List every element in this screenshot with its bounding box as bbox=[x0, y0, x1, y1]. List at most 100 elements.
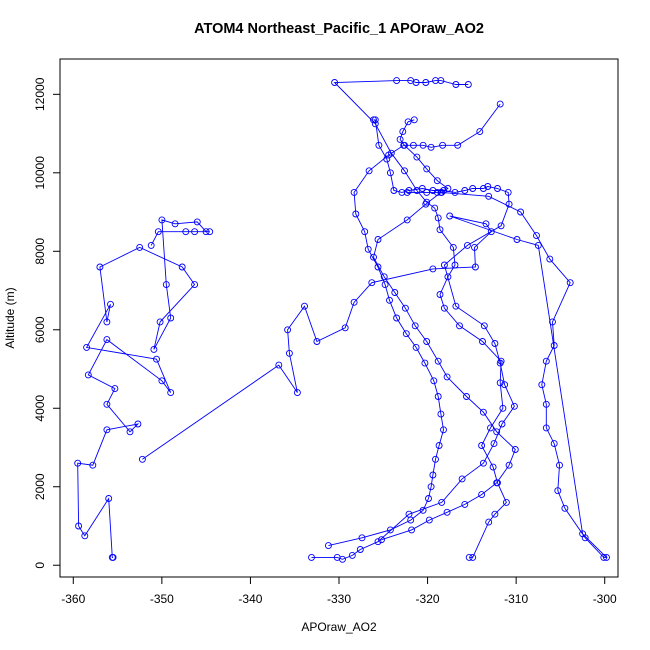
series-3-point bbox=[479, 185, 487, 192]
series-1-point bbox=[167, 314, 175, 322]
series-6-point bbox=[408, 526, 416, 534]
series-2-point bbox=[341, 324, 349, 332]
series-2-point bbox=[566, 279, 574, 287]
series-4-point bbox=[464, 81, 472, 88]
series-5-point bbox=[358, 534, 366, 542]
series-6-point bbox=[461, 500, 469, 508]
chart-title: ATOM4 Northeast_Pacific_1 APOraw_AO2 bbox=[194, 21, 484, 37]
series-3-point bbox=[510, 402, 518, 410]
series-2-point bbox=[550, 440, 558, 448]
series-3-point bbox=[479, 459, 487, 467]
series-5-point bbox=[365, 167, 373, 175]
series-6-point bbox=[380, 273, 388, 281]
series-2-point bbox=[533, 232, 540, 240]
series-5-point bbox=[324, 542, 332, 550]
series-1-point bbox=[182, 228, 190, 236]
series-2-point bbox=[542, 357, 550, 365]
series-2-point bbox=[556, 461, 563, 469]
series-6-point bbox=[423, 338, 431, 345]
series-6-point bbox=[422, 200, 430, 208]
series-1-point bbox=[191, 228, 199, 236]
series-4-point bbox=[401, 167, 408, 175]
series-6-point bbox=[411, 322, 419, 330]
series-1-point bbox=[103, 400, 111, 408]
series-2-point bbox=[313, 338, 321, 345]
series-5-point bbox=[409, 141, 417, 149]
series-4-point bbox=[451, 261, 459, 269]
series-5-point bbox=[432, 455, 439, 463]
series-2-point bbox=[600, 553, 608, 561]
series-4-point bbox=[422, 79, 430, 86]
x-tick-label: -340 bbox=[238, 592, 262, 606]
series-2-point bbox=[285, 349, 293, 357]
series-6-line bbox=[373, 119, 516, 541]
series-3-point bbox=[458, 475, 466, 483]
series-4-point bbox=[487, 424, 494, 432]
series-4-point bbox=[502, 498, 510, 506]
series-6-point bbox=[425, 516, 433, 524]
series-5-point bbox=[393, 314, 401, 322]
series-1-point bbox=[89, 461, 97, 469]
series-5-point bbox=[412, 343, 420, 351]
series-2-point bbox=[284, 326, 292, 334]
series-5-point bbox=[434, 393, 442, 400]
series-5-point bbox=[427, 143, 435, 151]
series-6-point bbox=[374, 236, 382, 243]
series-6-point bbox=[391, 289, 399, 296]
series-1-point bbox=[147, 241, 155, 249]
series-3-point bbox=[505, 200, 513, 208]
series-2-point bbox=[554, 487, 562, 495]
series-1-point bbox=[84, 371, 92, 379]
series-5-point bbox=[440, 426, 447, 434]
series-4-point bbox=[436, 226, 444, 234]
series-6-point bbox=[404, 118, 412, 126]
series-5-point bbox=[374, 263, 382, 271]
series-3-point bbox=[308, 553, 315, 561]
series-5-point bbox=[419, 141, 427, 149]
series-6-point bbox=[463, 393, 470, 400]
series-1-point bbox=[136, 243, 144, 251]
series-5-point bbox=[421, 359, 429, 367]
series-6-point bbox=[399, 128, 407, 136]
series-5-point bbox=[439, 141, 447, 149]
series-1-point bbox=[150, 345, 158, 353]
x-tick-label: -330 bbox=[327, 592, 351, 606]
series-5-point bbox=[361, 228, 369, 236]
series-1-point bbox=[75, 522, 83, 530]
series-5-point bbox=[381, 281, 389, 289]
series-2-point bbox=[293, 389, 301, 397]
series-4-point bbox=[465, 553, 473, 561]
series-3-point bbox=[497, 222, 505, 230]
series-2-point bbox=[542, 400, 550, 408]
series-3-point bbox=[463, 241, 471, 249]
series-3-point bbox=[371, 116, 379, 124]
series-6-point bbox=[401, 141, 408, 149]
series-1-point bbox=[193, 218, 201, 226]
series-2-point bbox=[517, 208, 525, 216]
y-axis: 0 2000 4000 6000 8000 10000 12000 bbox=[33, 77, 60, 569]
series-4-point bbox=[331, 79, 339, 86]
series-5-point bbox=[385, 151, 393, 159]
series-1-line bbox=[77, 219, 210, 558]
series-3-point bbox=[348, 551, 356, 559]
series-5-point bbox=[454, 141, 462, 149]
y-axis-label: Altitude (m) bbox=[3, 287, 17, 348]
series-5-point bbox=[407, 516, 415, 524]
series-6-point bbox=[444, 185, 452, 192]
x-tick-label: -360 bbox=[61, 592, 85, 606]
series-1-point bbox=[111, 385, 119, 393]
series-4-point bbox=[434, 214, 442, 222]
x-tick-label: -320 bbox=[416, 592, 440, 606]
series-5-point bbox=[419, 506, 427, 514]
series-3-point bbox=[374, 538, 382, 546]
series-1-point bbox=[206, 228, 214, 236]
series-2-point bbox=[538, 381, 546, 389]
series-5-point bbox=[425, 495, 432, 502]
series-2-point bbox=[534, 241, 542, 249]
series-2-point bbox=[471, 263, 479, 271]
series-2-point bbox=[546, 255, 554, 263]
series-1-point bbox=[191, 281, 199, 289]
series-2-line bbox=[142, 191, 608, 558]
series-4-point bbox=[444, 273, 452, 281]
series-3-point bbox=[490, 440, 498, 448]
